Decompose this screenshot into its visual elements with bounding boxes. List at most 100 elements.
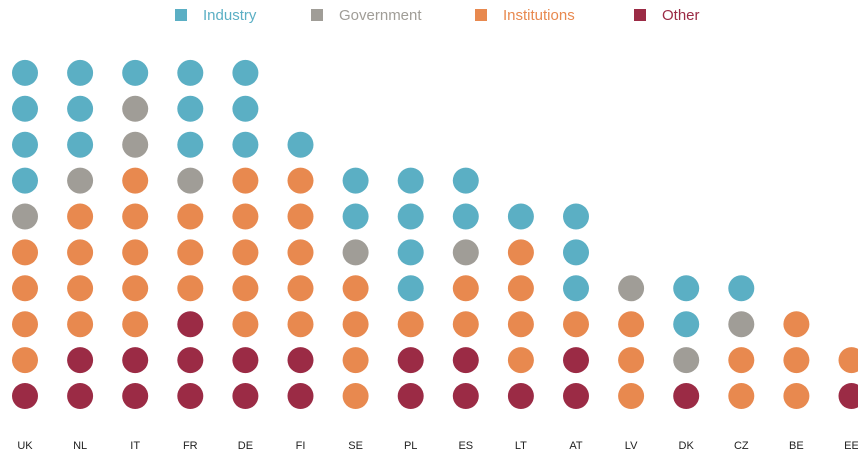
dot xyxy=(287,383,314,409)
x-tick-label: PL xyxy=(404,440,417,452)
dot xyxy=(232,59,259,86)
x-tick-label: SE xyxy=(348,440,363,452)
dot xyxy=(397,275,424,302)
dot xyxy=(397,311,424,338)
dot xyxy=(67,95,94,122)
dot xyxy=(397,383,424,409)
dot xyxy=(177,59,204,86)
dot xyxy=(452,203,479,230)
dot xyxy=(12,239,38,266)
dot xyxy=(67,383,94,409)
dot xyxy=(342,275,369,302)
dot xyxy=(287,347,314,374)
dot xyxy=(673,311,700,338)
dot xyxy=(397,347,424,374)
dot xyxy=(563,239,589,266)
dot xyxy=(783,383,810,409)
dot xyxy=(838,383,858,409)
dot xyxy=(342,383,369,409)
dot xyxy=(122,167,149,194)
dot xyxy=(232,239,259,266)
dot xyxy=(673,275,700,302)
dot xyxy=(67,167,94,194)
dot xyxy=(342,203,369,230)
dot xyxy=(122,347,149,374)
x-tick-label: ES xyxy=(458,440,473,452)
dot xyxy=(287,275,314,302)
dot xyxy=(232,131,259,158)
dot xyxy=(728,311,755,338)
dot xyxy=(177,167,204,194)
dot xyxy=(618,311,645,338)
legend-swatch xyxy=(634,9,646,21)
legend-swatch xyxy=(475,9,487,21)
dot xyxy=(122,311,149,338)
dot xyxy=(452,167,479,194)
dot xyxy=(342,311,369,338)
dot xyxy=(232,311,259,338)
dot xyxy=(287,239,314,266)
dot xyxy=(397,167,424,194)
dot xyxy=(12,311,38,338)
dot xyxy=(287,311,314,338)
dot xyxy=(67,131,94,158)
dot xyxy=(67,59,94,86)
dot xyxy=(397,203,424,230)
dot xyxy=(67,203,94,230)
dot xyxy=(177,239,204,266)
dot xyxy=(507,203,534,230)
dot xyxy=(618,347,645,374)
dot xyxy=(563,347,589,374)
dot xyxy=(12,131,38,158)
dot xyxy=(232,167,259,194)
dot xyxy=(563,275,589,302)
legend-label: Institutions xyxy=(503,7,575,24)
dot xyxy=(177,203,204,230)
legend-swatch xyxy=(311,9,323,21)
dot xyxy=(452,275,479,302)
dot xyxy=(232,383,259,409)
dot xyxy=(507,383,534,409)
dot xyxy=(452,383,479,409)
dot xyxy=(783,347,810,374)
dot xyxy=(122,383,149,409)
x-tick-label: CZ xyxy=(734,440,749,452)
legend-label: Industry xyxy=(203,7,257,24)
x-tick-label: EE xyxy=(844,440,858,452)
dot xyxy=(12,203,38,230)
dot xyxy=(618,275,645,302)
dot xyxy=(287,203,314,230)
dot xyxy=(122,203,149,230)
dot xyxy=(563,203,589,230)
x-tick-label: FR xyxy=(183,440,198,452)
dot xyxy=(12,167,38,194)
dot xyxy=(12,59,38,86)
dot xyxy=(67,275,94,302)
dot xyxy=(507,239,534,266)
legend-label: Other xyxy=(662,7,700,24)
dot xyxy=(12,383,38,409)
dot xyxy=(67,311,94,338)
dot xyxy=(563,383,589,409)
dot xyxy=(122,59,149,86)
dot xyxy=(452,311,479,338)
dot xyxy=(122,95,149,122)
x-tick-label: BE xyxy=(789,440,804,452)
dot xyxy=(342,167,369,194)
dot xyxy=(507,311,534,338)
dot xyxy=(177,131,204,158)
dot xyxy=(232,95,259,122)
x-tick-label: LV xyxy=(625,440,638,452)
dot xyxy=(177,347,204,374)
dot xyxy=(122,275,149,302)
dot xyxy=(838,347,858,374)
dot xyxy=(783,311,810,338)
dot xyxy=(67,239,94,266)
x-tick-label: UK xyxy=(17,440,33,452)
dot xyxy=(507,347,534,374)
dot xyxy=(452,347,479,374)
dot xyxy=(12,347,38,374)
x-tick-label: IT xyxy=(130,440,140,452)
